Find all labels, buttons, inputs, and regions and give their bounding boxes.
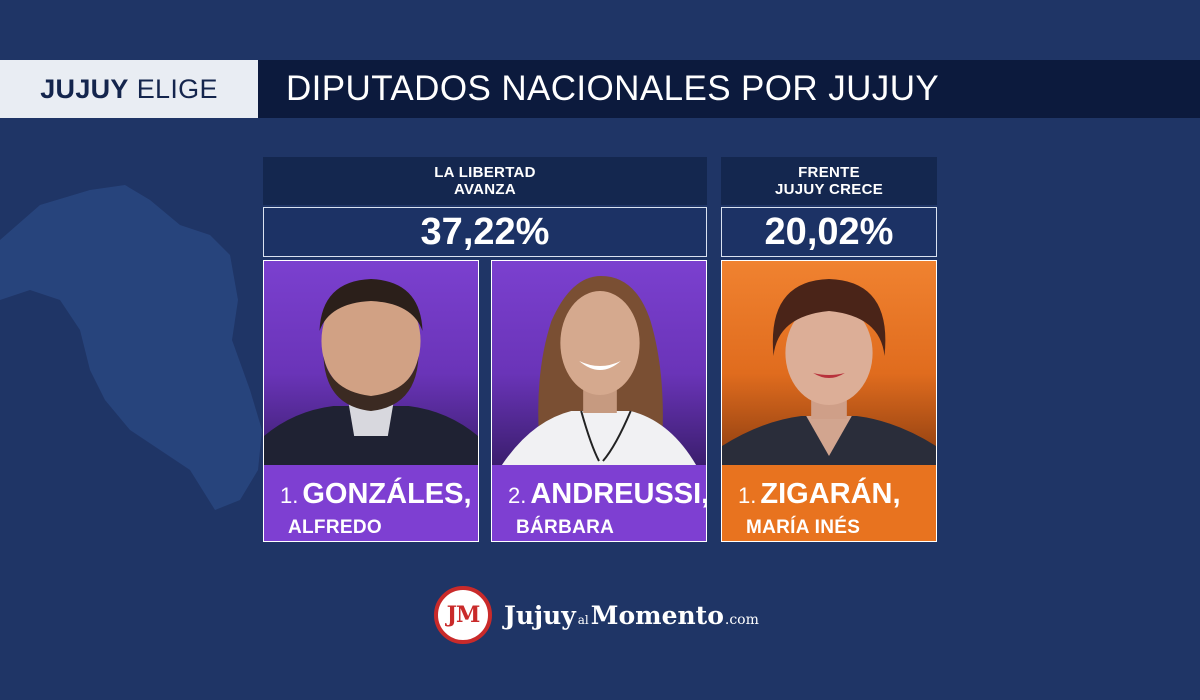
candidate-name-box: 2. ANDREUSSI, BÁRBARA [492,465,706,541]
candidate-surname-line: 2. ANDREUSSI, [508,479,706,511]
party-name-line2: AVANZA [453,181,517,198]
candidate-first-name: BÁRBARA [516,517,615,538]
candidate-number: 1. [738,483,757,508]
candidate-first-name: MARÍA INÉS [746,517,861,538]
candidate-surname: GONZÁLES, [302,478,472,510]
candidate-card-andreussi: 2. ANDREUSSI, BÁRBARA [491,260,707,542]
brand-label: JUJUY ELIGE [0,60,258,118]
candidate-photo [264,261,478,465]
brand-light: ELIGE [136,73,218,104]
candidate-photo [722,261,936,465]
candidate-name-box: 1. ZIGARÁN, MARÍA INÉS [722,465,936,541]
logo-wordmark: Jujuy al Momento .com [504,601,759,630]
logo-initials: JM [446,602,481,628]
logo-word2: al [577,612,589,627]
party-name-line2: JUJUY CRECE [774,181,884,198]
party-name-line1: LA LIBERTAD [434,164,536,181]
logo-badge-icon: JM [434,586,492,644]
candidate-surname-line: 1. GONZÁLES, [280,479,478,511]
candidate-surname: ZIGARÁN, [760,478,901,510]
headline: DIPUTADOS NACIONALES POR JUJUY [258,60,1200,118]
jujuy-al-momento-logo[interactable]: JM Jujuy al Momento .com [434,585,759,645]
party-percent-la-libertad-avanza: 37,22% [263,207,707,257]
party-name-line1: FRENTE [798,164,860,181]
candidate-photo [492,261,706,465]
party-name-frente-jujuy-crece: FRENTE JUJUY CRECE [721,157,937,205]
candidate-card-gonzales: 1. GONZÁLES, ALFREDO [263,260,479,542]
candidate-first-name: ALFREDO [288,517,382,538]
party-name-la-libertad-avanza: LA LIBERTAD AVANZA [263,157,707,205]
candidate-number: 2. [508,483,527,508]
candidate-name-box: 1. GONZÁLES, ALFREDO [264,465,478,541]
brand-bold: JUJUY [40,73,129,104]
candidate-surname: ANDREUSSI, [530,478,707,510]
candidate-surname-line: 1. ZIGARÁN, [738,479,936,511]
header-bar: JUJUY ELIGE DIPUTADOS NACIONALES POR JUJ… [0,60,1200,118]
candidate-number: 1. [280,483,299,508]
candidate-card-zigaran: 1. ZIGARÁN, MARÍA INÉS [721,260,937,542]
logo-word3: Momento [590,600,724,630]
logo-domain: .com [724,611,759,628]
logo-word1: Jujuy [504,600,576,630]
party-percent-frente-jujuy-crece: 20,02% [721,207,937,257]
